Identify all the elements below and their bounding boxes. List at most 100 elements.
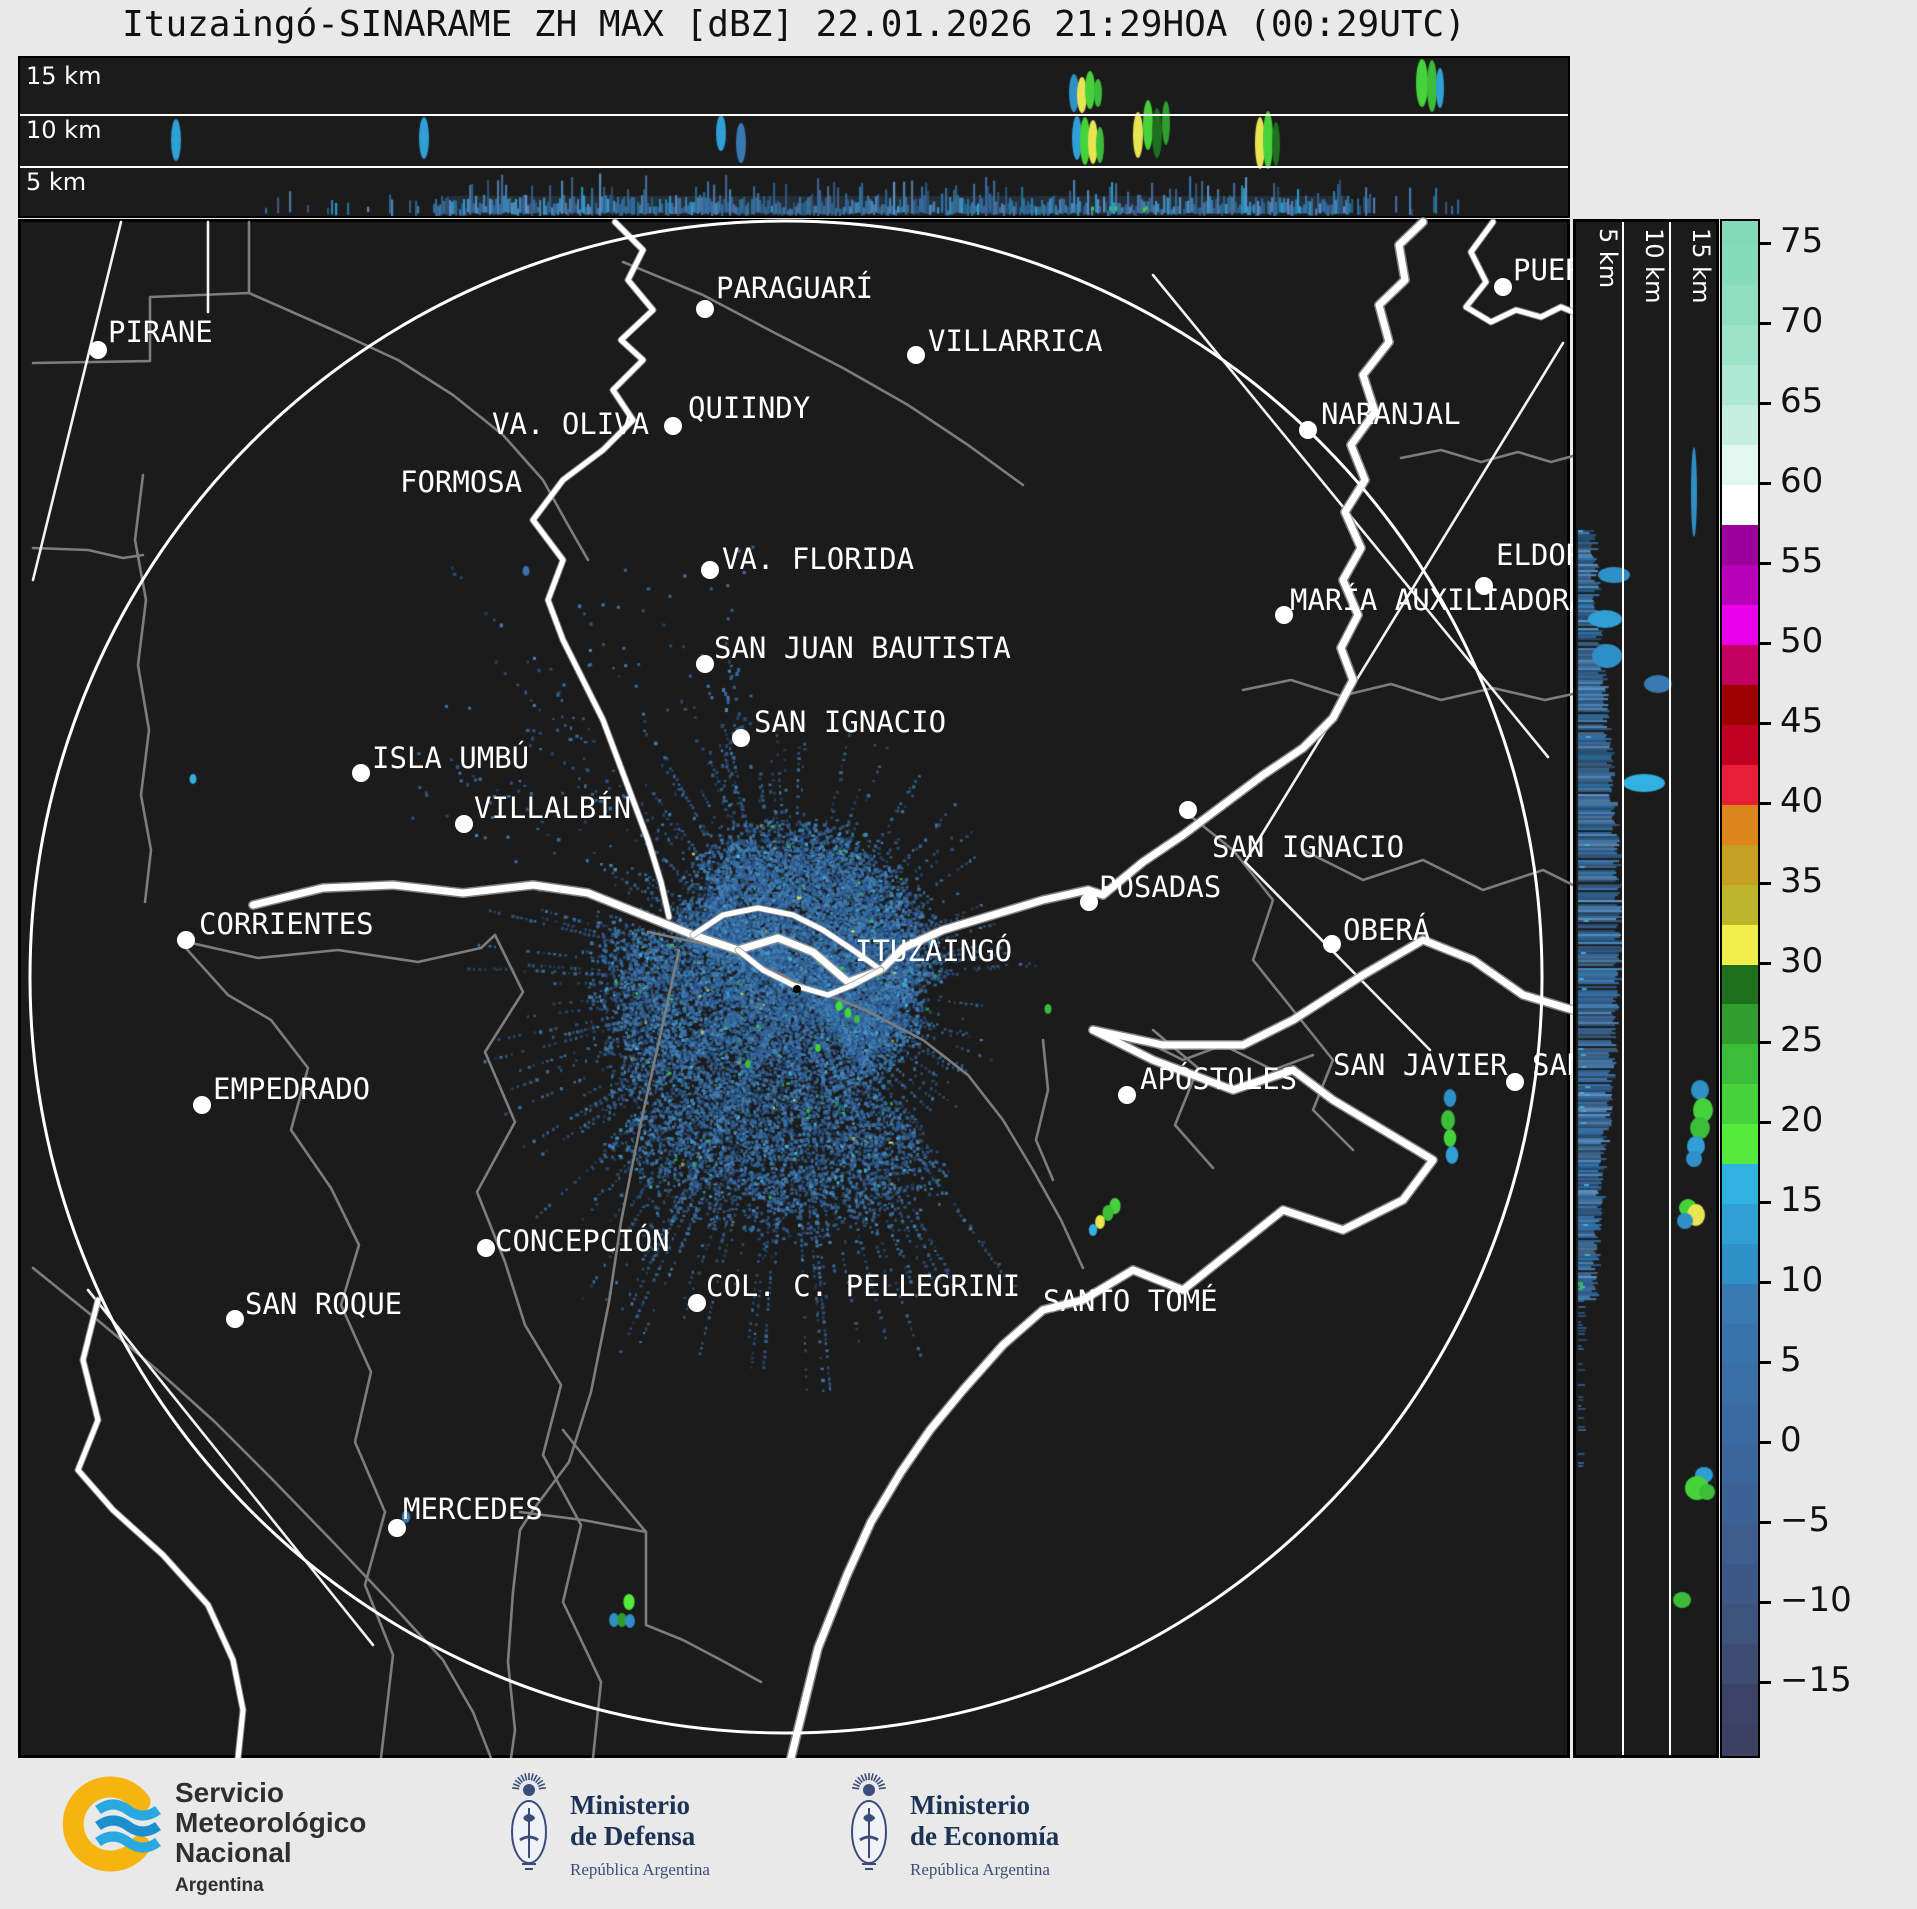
river (787, 936, 1577, 1762)
city-dot (696, 300, 714, 318)
side-panel-line-10km (1622, 222, 1624, 1755)
city-label: PIRANE (108, 315, 213, 349)
colorbar-tick-mark (1758, 241, 1771, 245)
colorbar-segment (1722, 1124, 1758, 1165)
ministry-line-2: de Economía (910, 1821, 1060, 1851)
top-label-5km: 5 km (26, 168, 87, 196)
department-border (475, 933, 603, 1760)
river (690, 905, 884, 973)
colorbar-segment (1722, 604, 1758, 646)
colorbar-segment (1722, 1524, 1758, 1565)
river (75, 1297, 246, 1761)
department-border (31, 220, 251, 365)
radar-map[interactable]: PIRANE PARAGUARÍ VILLARRICA QUIINDY VA. OLIV… (18, 217, 1636, 1909)
colorbar-segment (1722, 1204, 1758, 1245)
city-dot (226, 1310, 244, 1328)
page-title: Ituzaingó-SINARAME ZH MAX [dBZ] 22.01.20… (122, 4, 1466, 45)
river (735, 947, 884, 998)
department-border (561, 1428, 648, 1534)
city-label: EMPEDRADO (213, 1072, 371, 1106)
side-panel-line-15km (1669, 222, 1671, 1755)
city-label: VA. FLORIDA (722, 542, 915, 576)
colorbar-tick-mark (1758, 721, 1771, 725)
colorbar-tick-label: −10 (1780, 1580, 1852, 1621)
colorbar-segment (1722, 1644, 1758, 1685)
colorbar-segment (1722, 324, 1758, 366)
smn-logo-icon (62, 1776, 161, 1872)
city-dot (193, 1096, 211, 1114)
city-label: QUIINDY (688, 391, 811, 425)
side-label-5km: 5 km (1594, 228, 1622, 289)
colorbar-tick-label: 5 (1780, 1340, 1802, 1381)
city-dot (1299, 421, 1317, 439)
city-label: ISLA UMBÚ (372, 741, 530, 775)
vertical-cross-section-side: 5 km 10 km 15 km (1573, 219, 1719, 1758)
colorbar-segment (1722, 1484, 1758, 1525)
ministry-line-1: Ministerio (910, 1790, 1030, 1820)
city-label: APÓSTOLES (1140, 1062, 1298, 1096)
river (249, 218, 1427, 986)
city-label: VILLARRICA (928, 324, 1103, 358)
city-dot (696, 655, 714, 673)
department-border (1399, 448, 1575, 464)
colorbar-tick-label: 70 (1780, 300, 1824, 341)
top-label-10km: 10 km (26, 116, 102, 144)
colorbar-tick-mark (1758, 1281, 1771, 1285)
river (530, 219, 672, 920)
footer: Servicio Meteorológico Nacional Argentin… (0, 1758, 1917, 1909)
colorbar-tick-label: 30 (1780, 940, 1824, 981)
city-label: CORRIENTES (199, 907, 374, 941)
colorbar-segment (1722, 764, 1758, 806)
colorbar-tick-label: 40 (1780, 780, 1824, 821)
side-echo-canvas (1576, 222, 1716, 1755)
city-dot (664, 417, 682, 435)
ministry-subtitle: República Argentina (570, 1860, 710, 1879)
city-dot (352, 764, 370, 782)
department-border (31, 546, 145, 560)
city-label: SAN JUAN BAUTISTA (714, 631, 1011, 665)
colorbar-tick-mark (1758, 801, 1771, 805)
smn-country: Argentina (175, 1875, 264, 1896)
city-dot (1080, 893, 1098, 911)
colorbar-tick-mark (1758, 1681, 1771, 1685)
top-panel-line-10km (20, 114, 1568, 116)
colorbar-segment (1722, 1604, 1758, 1645)
smn-wordmark: Servicio Meteorológico Nacional Argentin… (175, 1778, 366, 1901)
colorbar-segment (1722, 564, 1758, 606)
department-border (133, 473, 153, 904)
colorbar-tick-label: 50 (1780, 620, 1824, 661)
department-border (181, 943, 395, 1760)
province-line (86, 1288, 375, 1647)
colorbar-tick-label: 75 (1780, 220, 1824, 261)
colorbar-segment (1722, 404, 1758, 446)
department-border (1241, 678, 1575, 702)
city-dot (1323, 935, 1341, 953)
city-dot (1475, 577, 1493, 595)
ministry-name: Ministerio de Defensa República Argentina (570, 1790, 710, 1885)
colorbar-segment (1722, 1164, 1758, 1205)
city-dot (177, 931, 195, 949)
city-dot (701, 561, 719, 579)
colorbar-tick-label: 55 (1780, 540, 1824, 581)
city-label: SANTO TOMÉ (1043, 1284, 1218, 1318)
ministry-line-2: de Defensa (570, 1821, 696, 1851)
city-label: SAN JAVIER (1333, 1048, 1508, 1082)
department-border (1034, 1038, 1055, 1182)
colorbar-tick-mark (1758, 1601, 1771, 1605)
side-label-15km: 15 km (1687, 228, 1715, 304)
colorbar-segment (1722, 924, 1758, 965)
radar-site-marker (793, 985, 801, 993)
city-label: PARAGUARÍ (716, 271, 874, 305)
colorbar-segment (1722, 804, 1758, 846)
city-dot (732, 729, 750, 747)
map-geography (28, 217, 1578, 1763)
ministry-name: Ministerio de Economía República Argentina (910, 1790, 1059, 1885)
colorbar-tick-mark (1758, 1521, 1771, 1525)
colorbar-segment (1722, 1684, 1758, 1725)
city-label: NARANJAL (1321, 397, 1461, 431)
city-label: ITUZAINGÓ (855, 934, 1013, 968)
colorbar-tick-label: 35 (1780, 860, 1824, 901)
colorbar-tick-label: 25 (1780, 1020, 1824, 1061)
department-border (518, 1510, 763, 1684)
colorbar-tick-label: 0 (1780, 1420, 1802, 1461)
